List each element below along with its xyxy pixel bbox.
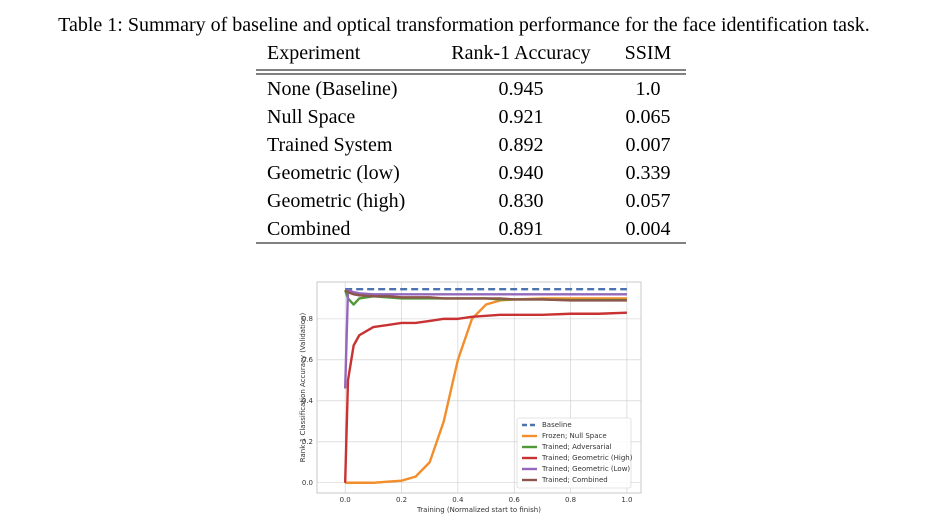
legend-label: Trained; Combined	[541, 476, 608, 484]
table-cell: 0.830	[499, 190, 544, 212]
table-cell: 0.921	[499, 106, 544, 128]
legend-label: Trained; Geometric (Low)	[541, 465, 630, 473]
table-cell: 0.940	[499, 162, 544, 184]
legend-label: Trained; Adversarial	[541, 443, 612, 451]
table-caption: Table 1: Summary of baseline and optical…	[58, 14, 870, 36]
column-header: SSIM	[625, 42, 672, 64]
table-cell: 0.065	[626, 106, 671, 128]
x-tick-label: 0.2	[396, 496, 407, 504]
legend-label: Frozen; Null Space	[542, 432, 607, 440]
x-tick-label: 1.0	[621, 496, 632, 504]
table-cell: 0.057	[626, 190, 671, 212]
legend-box	[516, 417, 632, 489]
table-cell: Combined	[267, 218, 350, 240]
table-cell: None (Baseline)	[267, 78, 398, 100]
y-axis-label: Rank-1 Classification Accuracy (Validati…	[299, 313, 307, 463]
y-tick-label: 0.4	[302, 397, 314, 405]
table-cell: 0.891	[499, 218, 544, 240]
y-tick-label: 0.2	[302, 438, 313, 446]
table-cell: Geometric (low)	[267, 162, 400, 184]
table-cell: 0.945	[499, 78, 544, 100]
table-cell: Geometric (high)	[267, 190, 405, 212]
x-tick-label: 0.6	[509, 496, 521, 504]
table-cell: Null Space	[267, 106, 355, 128]
legend-label: Baseline	[542, 421, 572, 429]
table-cell: Trained System	[267, 134, 393, 156]
x-tick-label: 0.4	[452, 496, 464, 504]
table-cell: 0.004	[626, 218, 671, 240]
x-tick-label: 0.0	[340, 496, 351, 504]
series-line	[343, 311, 627, 483]
x-axis-label: Training (Normalized start to finish)	[416, 506, 541, 514]
column-header: Experiment	[267, 42, 361, 64]
y-tick-label: 0.0	[302, 479, 313, 487]
y-tick-label: 0.8	[302, 315, 313, 323]
table-cell: 0.007	[626, 134, 671, 156]
x-tick-label: 0.8	[565, 496, 576, 504]
column-header: Rank-1 Accuracy	[451, 42, 590, 64]
legend-label: Trained; Geometric (High)	[541, 454, 633, 462]
series-line	[344, 289, 627, 302]
series-line	[343, 288, 627, 389]
table-cell: 1.0	[636, 78, 661, 100]
y-tick-label: 0.6	[302, 356, 314, 364]
table-cell: 0.892	[499, 134, 544, 156]
table-cell: 0.339	[626, 162, 671, 184]
